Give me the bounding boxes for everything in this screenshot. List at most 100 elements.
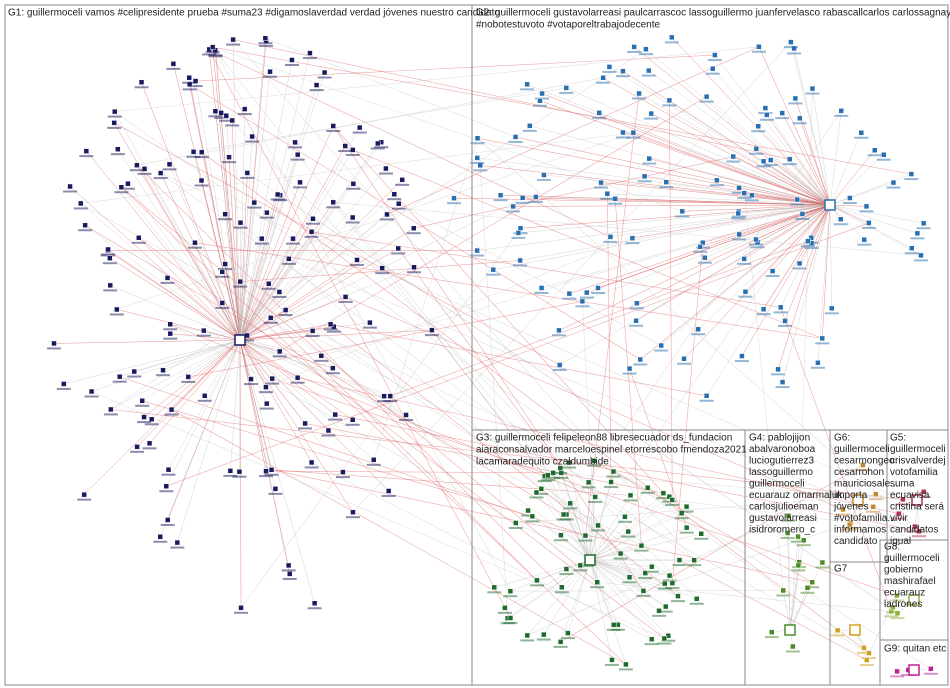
node-label [911,535,926,538]
node-label [626,136,641,139]
edge [651,113,831,206]
node [538,486,545,492]
node [411,264,417,270]
edge [597,581,892,612]
edge [208,49,511,619]
node-label [240,339,255,342]
node-label [129,169,144,172]
node [755,123,761,129]
hub-node [234,334,246,346]
node-label [691,333,706,336]
edge [543,559,591,635]
edge [780,307,892,612]
node [545,472,551,478]
edge [829,132,862,206]
group-label: igual [890,536,911,547]
node-label [606,475,621,478]
node [846,521,853,528]
node [238,605,244,611]
edge-red [69,186,241,341]
edge [559,204,831,366]
node [675,593,681,599]
node [330,199,336,206]
edge [239,38,266,341]
node [251,199,258,206]
node-label [636,594,651,597]
edge [160,172,241,341]
node [669,580,676,586]
node-label [621,535,636,538]
edge [829,150,875,206]
node [607,234,614,240]
edge [822,204,831,339]
node-label [800,591,815,594]
edge-red [239,339,306,424]
node [164,275,171,281]
node [248,376,254,382]
node [297,179,303,186]
node [809,85,816,92]
node-label [596,81,611,84]
node-label [254,242,269,245]
node-label [305,334,320,337]
node-label [775,386,790,389]
node [666,572,673,579]
node-label [638,53,653,56]
node-label [604,485,619,488]
node [863,203,870,210]
edge [829,204,922,256]
node [510,203,516,210]
node-label [886,186,901,189]
node [199,149,205,155]
node [679,208,686,215]
node [928,666,934,672]
node-label [737,262,752,265]
edge [477,204,831,251]
edge [271,469,813,583]
node-label [792,122,807,125]
edge [520,204,831,261]
edge [566,87,831,206]
node-label [662,579,677,582]
edge [321,242,703,357]
edge [114,122,560,366]
node-label [800,245,815,248]
node-label [159,490,174,493]
node [289,57,295,63]
node-label [600,197,615,200]
node [579,298,586,305]
node [617,550,624,557]
edge [480,165,831,206]
node-label [338,150,353,153]
node-label [824,312,839,315]
group-labels: G1: guillermoceli vamos #celipresidente … [8,7,950,654]
node [321,69,328,76]
node-label [387,198,402,201]
node-label [699,399,714,402]
node-label [674,517,689,520]
node-label [699,100,714,103]
node [780,587,786,594]
edge [829,204,912,249]
node [308,459,315,466]
node [782,318,788,324]
edge [700,204,831,247]
node [741,190,748,196]
node-label [554,476,569,479]
node-label [751,50,766,53]
node-label [805,586,820,589]
group-label: candidatos [890,524,938,535]
node-label [137,172,152,175]
node-label [188,85,203,88]
node [896,510,902,517]
node [379,265,385,271]
edge [160,172,904,500]
node [310,216,316,222]
node-label [447,202,462,205]
node-label [350,263,365,266]
edge [812,88,831,206]
node-label [186,155,201,158]
node-label [493,199,508,202]
node [797,115,803,122]
node [695,326,701,332]
